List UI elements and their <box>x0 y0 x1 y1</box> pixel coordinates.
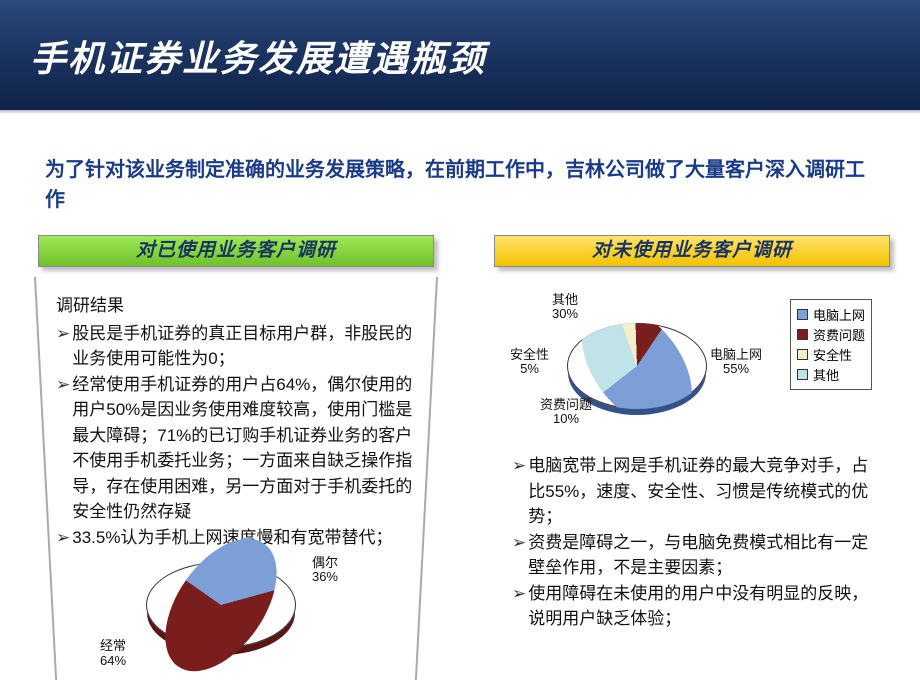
left-panel: 调研结果 股民是手机证券的真正目标用户群，非股民的业务使用可能性为0； 经常使用… <box>38 281 434 684</box>
pie-label-occasional: 偶尔 36% <box>312 556 338 585</box>
right-tab: 对未使用业务客户调研 <box>494 235 890 267</box>
legend-swatch <box>797 329 808 340</box>
pie-label-fee: 资费问题 10% <box>540 398 592 427</box>
pie-label-other: 其他 30% <box>552 293 578 322</box>
right-bullet: 电脑宽带上网是手机证券的最大竞争对手，占比55%，速度、安全性、习惯是传统模式的… <box>512 453 872 530</box>
legend-swatch <box>797 349 808 360</box>
right-panel: 其他 30% 安全性 5% 资费问题 10% 电脑上网 55% 电脑上网 资费问… <box>494 281 890 661</box>
right-pie-chart: 其他 30% 安全性 5% 资费问题 10% 电脑上网 55% 电脑上网 资费问… <box>512 293 872 443</box>
legend-swatch <box>797 309 808 320</box>
legend-item: 资费问题 <box>797 325 865 344</box>
intro-text: 为了针对该业务制定准确的业务发展策略，在前期工作中，吉林公司做了大量客户深入调研… <box>0 110 920 235</box>
pie-label-pc: 电脑上网 55% <box>710 348 762 377</box>
left-heading: 调研结果 <box>56 293 416 319</box>
pie-label-frequent: 经常 64% <box>100 639 126 668</box>
pie-label-safety: 安全性 5% <box>510 348 549 377</box>
columns: 对已使用业务客户调研 调研结果 股民是手机证券的真正目标用户群，非股民的业务使用… <box>0 235 920 684</box>
legend-swatch <box>797 369 808 380</box>
left-bullet: 经常使用手机证券的用户占64%，偶尔使用的用户50%是因业务使用难度较高，使用门… <box>56 372 416 525</box>
slide-header: 手机证券业务发展遭遇瓶颈 <box>0 0 920 110</box>
left-pie-chart: 偶尔 36% 经常 64% <box>106 554 366 674</box>
legend-item: 电脑上网 <box>797 305 865 324</box>
right-bullet: 资费是障碍之一，与电脑免费模式相比有一定壁垒作用，不是主要因素； <box>512 530 872 581</box>
left-column: 对已使用业务客户调研 调研结果 股民是手机证券的真正目标用户群，非股民的业务使用… <box>38 235 434 684</box>
left-bullet: 股民是手机证券的真正目标用户群，非股民的业务使用可能性为0； <box>56 321 416 372</box>
right-column: 对未使用业务客户调研 其他 30% 安全性 5% 资费问题 10% 电脑上网 5… <box>494 235 890 684</box>
legend-item: 其他 <box>797 365 865 384</box>
right-bullet: 使用障碍在未使用的用户中没有明显的反映，说明用户缺乏体验； <box>512 581 872 632</box>
legend-item: 安全性 <box>797 345 865 364</box>
slide-title: 手机证券业务发展遭遇瓶颈 <box>0 0 920 82</box>
pie-legend: 电脑上网 资费问题 安全性 其他 <box>790 299 872 390</box>
left-tab: 对已使用业务客户调研 <box>38 235 434 267</box>
